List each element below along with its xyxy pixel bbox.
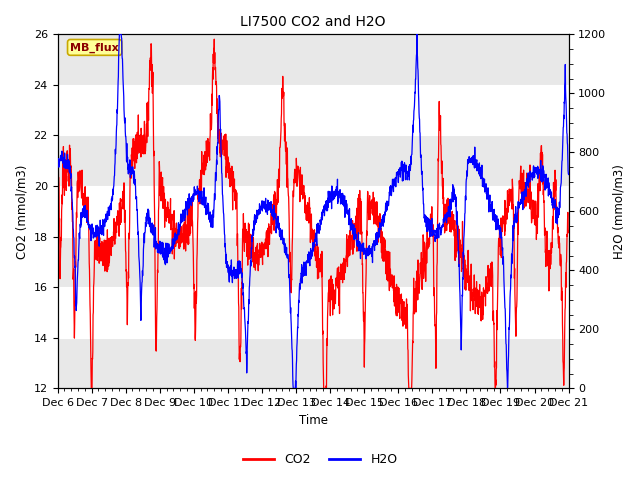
Bar [58, 338, 568, 388]
Bar [58, 237, 568, 287]
Bar [58, 35, 568, 85]
Text: MB_flux: MB_flux [70, 42, 119, 52]
Y-axis label: H2O (mmol/m3): H2O (mmol/m3) [612, 164, 625, 259]
Bar [58, 135, 568, 186]
Y-axis label: CO2 (mmol/m3): CO2 (mmol/m3) [15, 164, 28, 259]
Legend: CO2, H2O: CO2, H2O [237, 448, 403, 471]
Title: LI7500 CO2 and H2O: LI7500 CO2 and H2O [240, 15, 386, 29]
X-axis label: Time: Time [299, 414, 328, 427]
